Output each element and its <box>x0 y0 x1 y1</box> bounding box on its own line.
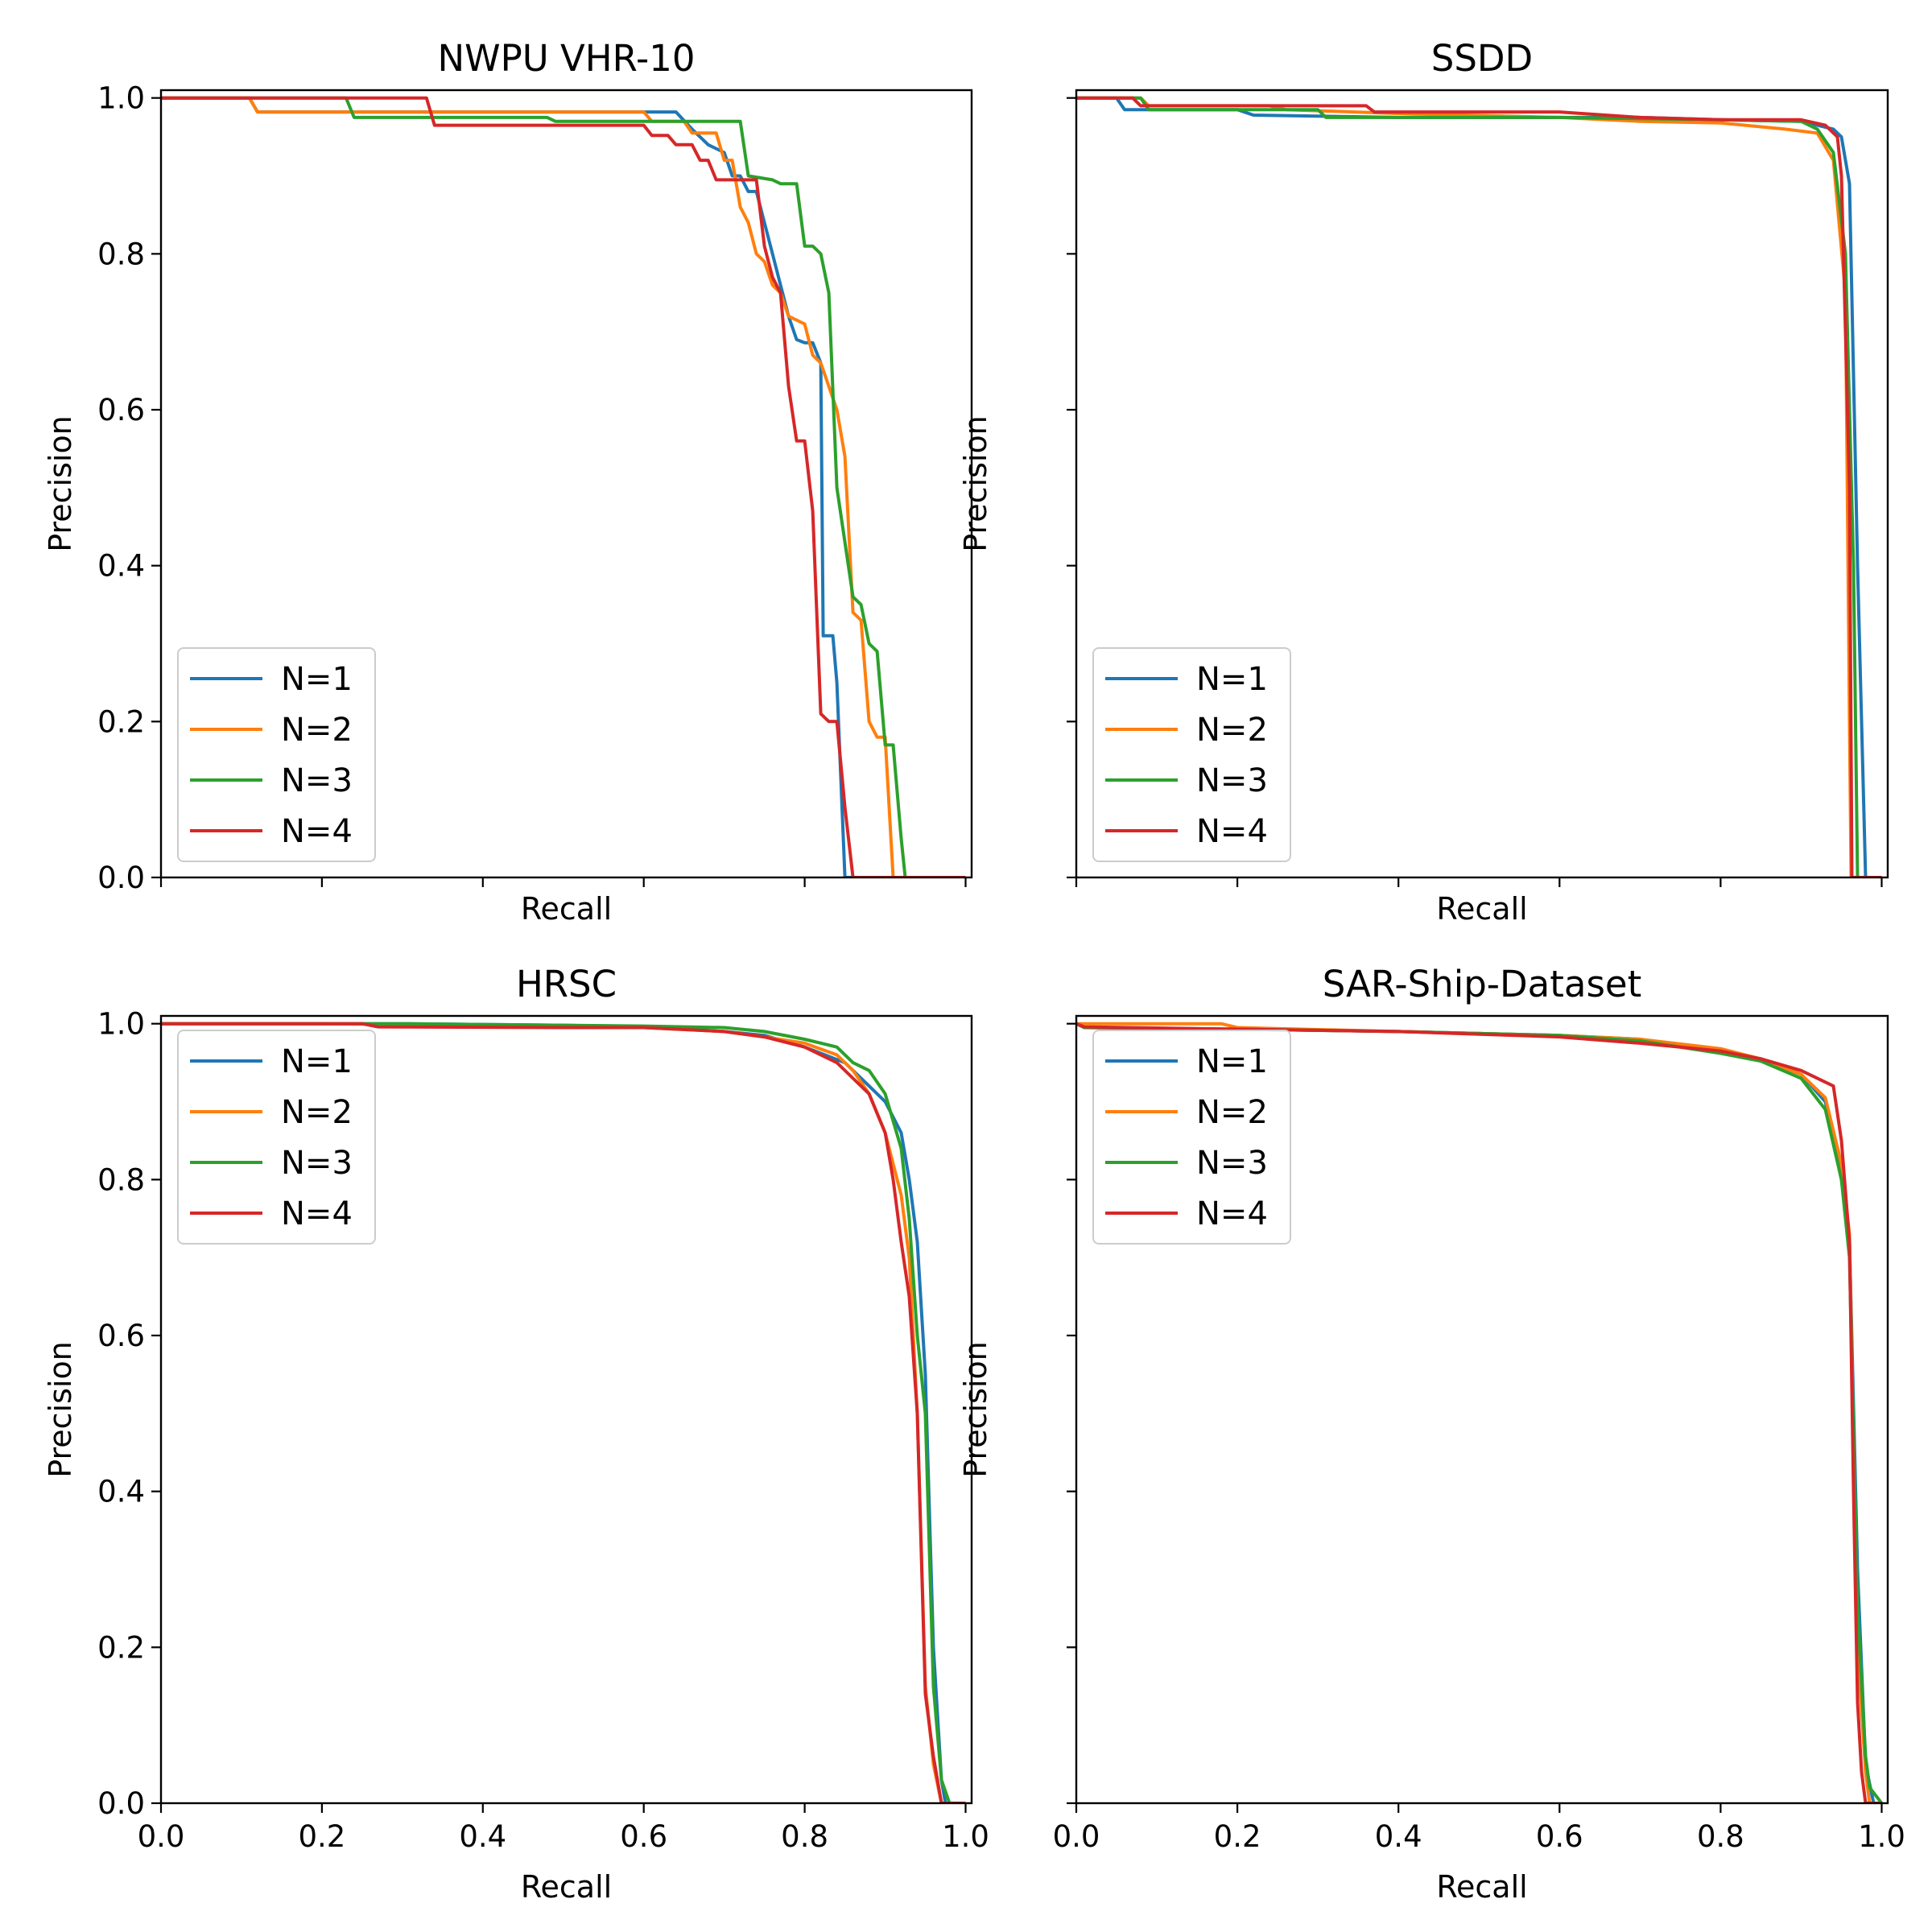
y-tick-label: 0.6 <box>97 1319 145 1353</box>
legend-box <box>1092 647 1291 862</box>
x-tick-label: 0.8 <box>1697 1819 1744 1854</box>
legend-label: N=1 <box>281 1043 353 1080</box>
y-axis-label: Precision <box>958 1341 993 1478</box>
series-line-3 <box>161 96 966 877</box>
legend-label: N=2 <box>1196 712 1268 749</box>
legend-label: N=3 <box>281 1145 353 1182</box>
x-tick-label: 0.2 <box>1214 1819 1261 1854</box>
x-tick-label: 0.6 <box>620 1819 667 1854</box>
y-tick-label: 0.0 <box>97 861 145 895</box>
subplot-3: 0.0 0.2 0.4 0.6 0.8 1.0 SAR-Ship-Dataset Recall… <box>958 963 1905 1905</box>
legend: N=1 N=2 N=3 N=4 <box>177 647 376 862</box>
legend: N=1 N=2 N=3 N=4 <box>1092 1030 1291 1245</box>
y-axis-label: Precision <box>43 1341 78 1478</box>
y-tick-label: 0.2 <box>97 1630 145 1665</box>
x-tick-label: 0.6 <box>1536 1819 1583 1854</box>
y-tick-label: 1.0 <box>97 81 145 116</box>
x-axis-label: Recall <box>521 891 612 927</box>
x-tick-label: 1.0 <box>942 1819 989 1854</box>
x-axis-label: Recall <box>1436 1869 1527 1905</box>
legend-label: N=4 <box>1196 1195 1268 1232</box>
axes-frame <box>159 1014 973 1805</box>
y-axis-label: Precision <box>43 415 78 552</box>
series-group <box>1076 1022 1884 1803</box>
subplot-2: 0.0 0.2 0.4 0.6 0.8 1.0 0.0 0.2 0.4 0.6 0.8 1.0 HRSC… <box>43 963 989 1905</box>
legend-label: N=3 <box>1196 762 1268 799</box>
x-tick-label: 0.0 <box>138 1819 185 1854</box>
y-tick-label: 0.0 <box>97 1786 145 1821</box>
series-line-4 <box>161 96 966 877</box>
x-axis-label: Recall <box>521 1869 612 1905</box>
series-line-4 <box>1076 96 1882 877</box>
x-tick-label: 0.0 <box>1053 1819 1100 1854</box>
y-tick-label: 0.4 <box>97 549 145 584</box>
legend: N=1 N=2 N=3 N=4 <box>177 1030 376 1245</box>
series-line-1 <box>161 96 966 877</box>
legend-box <box>177 1030 376 1245</box>
x-tick-label: 1.0 <box>1858 1819 1905 1854</box>
y-tick-label: 0.6 <box>97 393 145 427</box>
legend-label: N=2 <box>281 1094 353 1131</box>
legend-label: N=4 <box>281 813 353 850</box>
y-tick-label: 0.4 <box>97 1475 145 1509</box>
legend-box <box>177 647 376 862</box>
y-tick-label: 0.8 <box>97 237 145 271</box>
axes-frame <box>1075 1014 1889 1805</box>
x-tick-label: 0.2 <box>298 1819 345 1854</box>
legend-label: N=1 <box>1196 661 1268 698</box>
legend-label: N=1 <box>1196 1043 1268 1080</box>
x-tick-label: 0.4 <box>459 1819 506 1854</box>
y-tick-label: 1.0 <box>97 1007 145 1042</box>
x-tick-label: 0.8 <box>781 1819 828 1854</box>
legend-label: N=4 <box>281 1195 353 1232</box>
subplot-0: 0.0 0.2 0.4 0.6 0.8 1.0 NWPU VHR-10 Recall Preci… <box>43 37 973 927</box>
legend-label: N=4 <box>1196 813 1268 850</box>
chart-title: SAR-Ship-Dataset <box>1323 963 1641 1005</box>
axes-frame <box>159 89 973 879</box>
chart-title: SSDD <box>1431 37 1533 80</box>
legend-label: N=1 <box>281 661 353 698</box>
series-group <box>161 1022 966 1803</box>
series-group <box>1076 96 1882 877</box>
legend-box <box>1092 1030 1291 1245</box>
y-tick-label: 0.2 <box>97 704 145 739</box>
series-line-4 <box>1076 1022 1882 1803</box>
legend-label: N=3 <box>1196 1145 1268 1182</box>
legend-label: N=2 <box>281 712 353 749</box>
legend-label: N=2 <box>1196 1094 1268 1131</box>
chart-title: NWPU VHR-10 <box>437 37 695 80</box>
x-tick-label: 0.4 <box>1375 1819 1422 1854</box>
y-axis-label: Precision <box>958 415 993 552</box>
legend-label: N=3 <box>281 762 353 799</box>
chart-title: HRSC <box>516 963 617 1005</box>
legend: N=1 N=2 N=3 N=4 <box>1092 647 1291 862</box>
axes-frame <box>1075 89 1889 879</box>
x-axis-label: Recall <box>1436 891 1527 927</box>
subplot-1: SSDD Recall Precision N=1 N=2 N=3 N=4 <box>958 37 1889 927</box>
series-group <box>161 96 966 877</box>
series-line-4 <box>161 1022 966 1803</box>
y-tick-label: 0.8 <box>97 1162 145 1197</box>
